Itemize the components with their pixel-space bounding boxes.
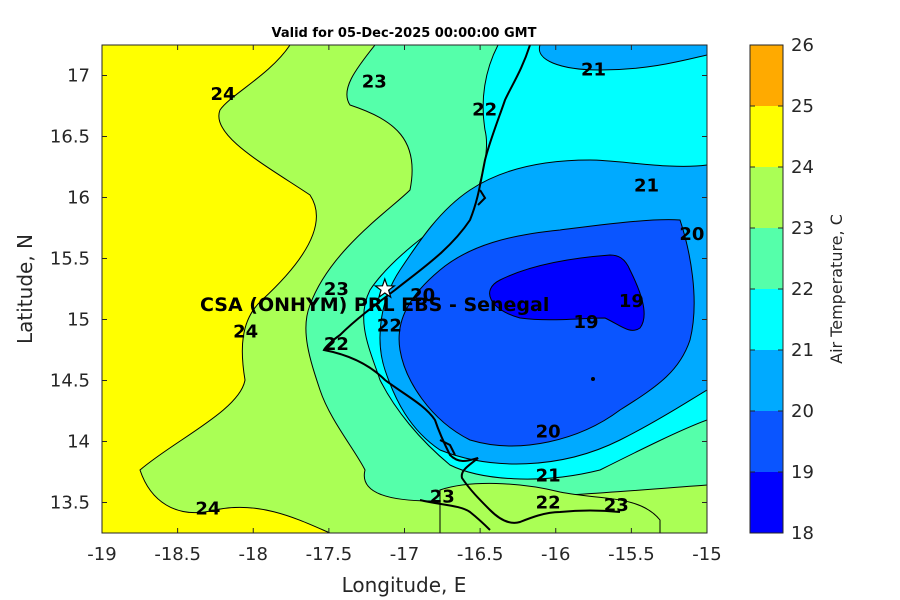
chart-title: Valid for 05-Dec-2025 00:00:00 GMT	[272, 26, 537, 41]
plot-area	[102, 45, 707, 533]
contour-label: 22	[324, 334, 349, 355]
contour-labels: 24 23 22 21 21 20 19 19 23 22 22 20 20 21 22 23 23 24 24	[195, 59, 704, 519]
y-tick-label: 14	[67, 432, 90, 453]
contour-label: 22	[377, 316, 402, 337]
y-tick-label: 16	[67, 188, 90, 209]
inland-dot	[591, 377, 595, 381]
contour-label: 19	[573, 312, 598, 333]
colorbar-band	[750, 411, 783, 472]
station-marker: CSA (ONHYM) PRL EBS - Senegal	[200, 277, 549, 316]
contour-label: 20	[410, 285, 435, 306]
temperature-band-18	[489, 254, 645, 331]
y-axis-label: Latitude, N	[13, 234, 37, 344]
colorbar-tick-label: 26	[791, 35, 814, 56]
temperature-band-20	[538, 45, 707, 71]
x-tick-label: -19	[87, 544, 116, 565]
contour-label: 22	[472, 100, 497, 121]
colorbar-tick-label: 24	[791, 157, 814, 178]
contour-label: 20	[679, 224, 704, 245]
contour-label: 22	[536, 493, 561, 514]
x-tick-label: -17	[390, 544, 419, 565]
colorbar-band	[750, 350, 783, 411]
x-tick-label: -18	[239, 544, 268, 565]
y-tick-label: 15	[67, 310, 90, 331]
x-tick-label: -18.5	[154, 544, 201, 565]
x-axis-ticks: -19 -18.5 -18 -17.5 -17 -16.5 -16 -15.5 -15	[87, 45, 722, 565]
y-axis-ticks: 13.5 14 14.5 15 15.5 16 16.5 17	[50, 66, 707, 514]
colorbar-band	[750, 472, 783, 533]
x-tick-label: -15.5	[608, 544, 655, 565]
contour-label: 21	[634, 175, 659, 196]
y-tick-label: 15.5	[50, 249, 90, 270]
colorbar-tick-label: 19	[791, 462, 814, 483]
colorbar-tick-label: 18	[791, 523, 814, 544]
contour-label: 23	[362, 72, 387, 93]
contour-label: 21	[536, 466, 561, 487]
colorbar-label: Air Temperature, C	[827, 214, 846, 364]
y-tick-label: 17	[67, 66, 90, 87]
colorbar: 18 19 20 21 22 23 24 25 26	[749, 35, 814, 544]
x-tick-label: -16	[541, 544, 570, 565]
y-tick-label: 14.5	[50, 371, 90, 392]
x-tick-label: -16.5	[457, 544, 504, 565]
colorbar-band	[750, 45, 783, 106]
colorbar-band	[750, 228, 783, 289]
contour-label: 24	[233, 322, 258, 343]
temperature-band-23b	[439, 482, 661, 533]
contour-label: 23	[604, 495, 629, 516]
contour-label: 20	[536, 422, 561, 443]
river-delta	[419, 189, 491, 531]
colorbar-band	[750, 167, 783, 228]
x-axis-label: Longitude, E	[342, 573, 467, 597]
colorbar-band	[750, 289, 783, 350]
x-tick-label: -15	[692, 544, 721, 565]
colorbar-tick-label: 21	[791, 340, 814, 361]
contour-label: 19	[619, 291, 644, 312]
contour-label: 24	[195, 499, 220, 520]
coastline	[322, 45, 621, 524]
colorbar-tick-label: 25	[791, 96, 814, 117]
colorbar-tick-label: 20	[791, 401, 814, 422]
contour-label: 23	[324, 279, 349, 300]
y-tick-label: 16.5	[50, 127, 90, 148]
contour-label: 24	[210, 84, 235, 105]
station-star-icon	[373, 277, 397, 299]
y-tick-label: 13.5	[50, 493, 90, 514]
colorbar-band	[750, 106, 783, 167]
colorbar-tick-label: 22	[791, 279, 814, 300]
contour-label: 23	[430, 486, 455, 507]
station-label: CSA (ONHYM) PRL EBS - Senegal	[200, 294, 549, 316]
contour-label: 21	[581, 59, 606, 80]
colorbar-tick-label: 23	[791, 218, 814, 239]
x-tick-label: -17.5	[306, 544, 353, 565]
